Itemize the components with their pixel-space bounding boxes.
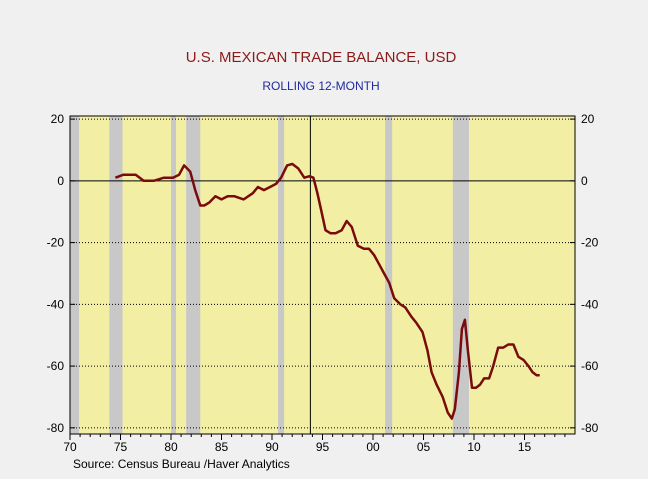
x-tick-label-9: 15 <box>518 440 532 454</box>
y-tick-label-right-2: -20 <box>581 236 599 250</box>
recession-band-3 <box>186 116 201 434</box>
x-tick-label-5: 95 <box>316 440 330 454</box>
source-note: Source: Census Bureau /Haver Analytics <box>73 457 290 471</box>
series-line <box>114 162 540 420</box>
recession-band-1 <box>109 116 123 434</box>
x-tick-label-4: 90 <box>265 440 279 454</box>
grid-lines <box>70 118 575 429</box>
x-axis: 70 75 80 85 90 95 00 05 10 15 <box>63 434 566 454</box>
x-tick-label-8: 10 <box>467 440 481 454</box>
chart-title: U.S. MEXICAN TRADE BALANCE, USD <box>186 49 457 66</box>
y-tick-label-right-1: 0 <box>581 174 588 188</box>
y-axis-right: 20 0 -20 -40 -60 -80 <box>570 112 599 435</box>
y-axis-left: 20 0 -20 -40 -60 -80 <box>47 112 75 435</box>
y-tick-label-left-4: -60 <box>47 359 65 373</box>
y-tick-label-right-4: -60 <box>581 359 599 373</box>
chart-subtitle: ROLLING 12-MONTH <box>262 79 379 93</box>
y-tick-label-left-2: -20 <box>47 236 65 250</box>
recession-band-4 <box>278 116 285 434</box>
x-tick-label-3: 85 <box>215 440 229 454</box>
y-tick-label-left-0: 20 <box>51 112 65 126</box>
y-tick-label-right-3: -40 <box>581 297 599 311</box>
x-tick-label-2: 80 <box>164 440 178 454</box>
x-tick-label-1: 75 <box>114 440 128 454</box>
y-tick-label-left-5: -80 <box>47 421 65 435</box>
recession-band-5 <box>385 116 393 434</box>
y-tick-label-left-3: -40 <box>47 297 65 311</box>
recession-band-6 <box>452 116 469 434</box>
x-tick-label-7: 05 <box>417 440 431 454</box>
recession-band-2 <box>171 116 177 434</box>
y-tick-label-right-5: -80 <box>581 421 599 435</box>
y-tick-label-right-0: 20 <box>581 112 595 126</box>
x-tick-label-6: 00 <box>366 440 380 454</box>
plot-background <box>70 116 575 434</box>
y-tick-label-left-1: 0 <box>57 174 64 188</box>
recession-band-0 <box>70 116 80 434</box>
x-tick-label-0: 70 <box>63 440 77 454</box>
